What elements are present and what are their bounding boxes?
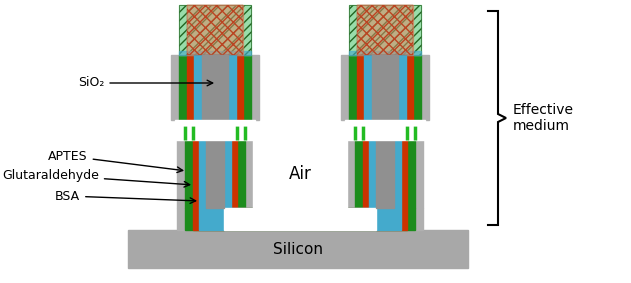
- Bar: [224, 208, 376, 230]
- Bar: [357, 5, 413, 55]
- Text: Silicon: Silicon: [273, 241, 323, 256]
- Bar: [177, 140, 253, 208]
- Bar: [185, 208, 415, 230]
- Bar: [357, 5, 413, 55]
- Bar: [341, 55, 429, 120]
- Bar: [349, 51, 421, 55]
- Bar: [253, 140, 347, 208]
- Bar: [199, 208, 401, 230]
- Bar: [349, 5, 421, 55]
- Bar: [179, 51, 251, 55]
- Bar: [179, 5, 251, 55]
- Bar: [177, 208, 423, 230]
- Bar: [194, 55, 236, 120]
- Bar: [185, 140, 245, 208]
- Bar: [187, 5, 243, 55]
- Text: Air: Air: [288, 165, 312, 183]
- Bar: [193, 208, 407, 230]
- Bar: [372, 55, 398, 120]
- Bar: [187, 55, 243, 120]
- Text: APTES: APTES: [48, 149, 183, 173]
- Bar: [206, 140, 224, 208]
- Bar: [349, 5, 421, 55]
- Bar: [357, 55, 413, 120]
- Text: SiO₂: SiO₂: [78, 76, 213, 89]
- Bar: [199, 140, 231, 208]
- Bar: [171, 55, 259, 120]
- Bar: [202, 55, 228, 120]
- Text: Effective
medium: Effective medium: [513, 103, 574, 133]
- Bar: [355, 140, 415, 208]
- Bar: [193, 140, 237, 208]
- Bar: [187, 5, 243, 55]
- Bar: [128, 230, 468, 268]
- Bar: [363, 140, 407, 208]
- Bar: [179, 5, 251, 55]
- Bar: [345, 120, 425, 140]
- Text: BSA: BSA: [55, 190, 196, 203]
- Text: Glutaraldehyde: Glutaraldehyde: [2, 168, 190, 187]
- Bar: [369, 140, 401, 208]
- Bar: [364, 55, 406, 120]
- Bar: [349, 55, 421, 120]
- Bar: [175, 120, 255, 140]
- Bar: [347, 140, 423, 208]
- Bar: [179, 55, 251, 120]
- Bar: [376, 140, 394, 208]
